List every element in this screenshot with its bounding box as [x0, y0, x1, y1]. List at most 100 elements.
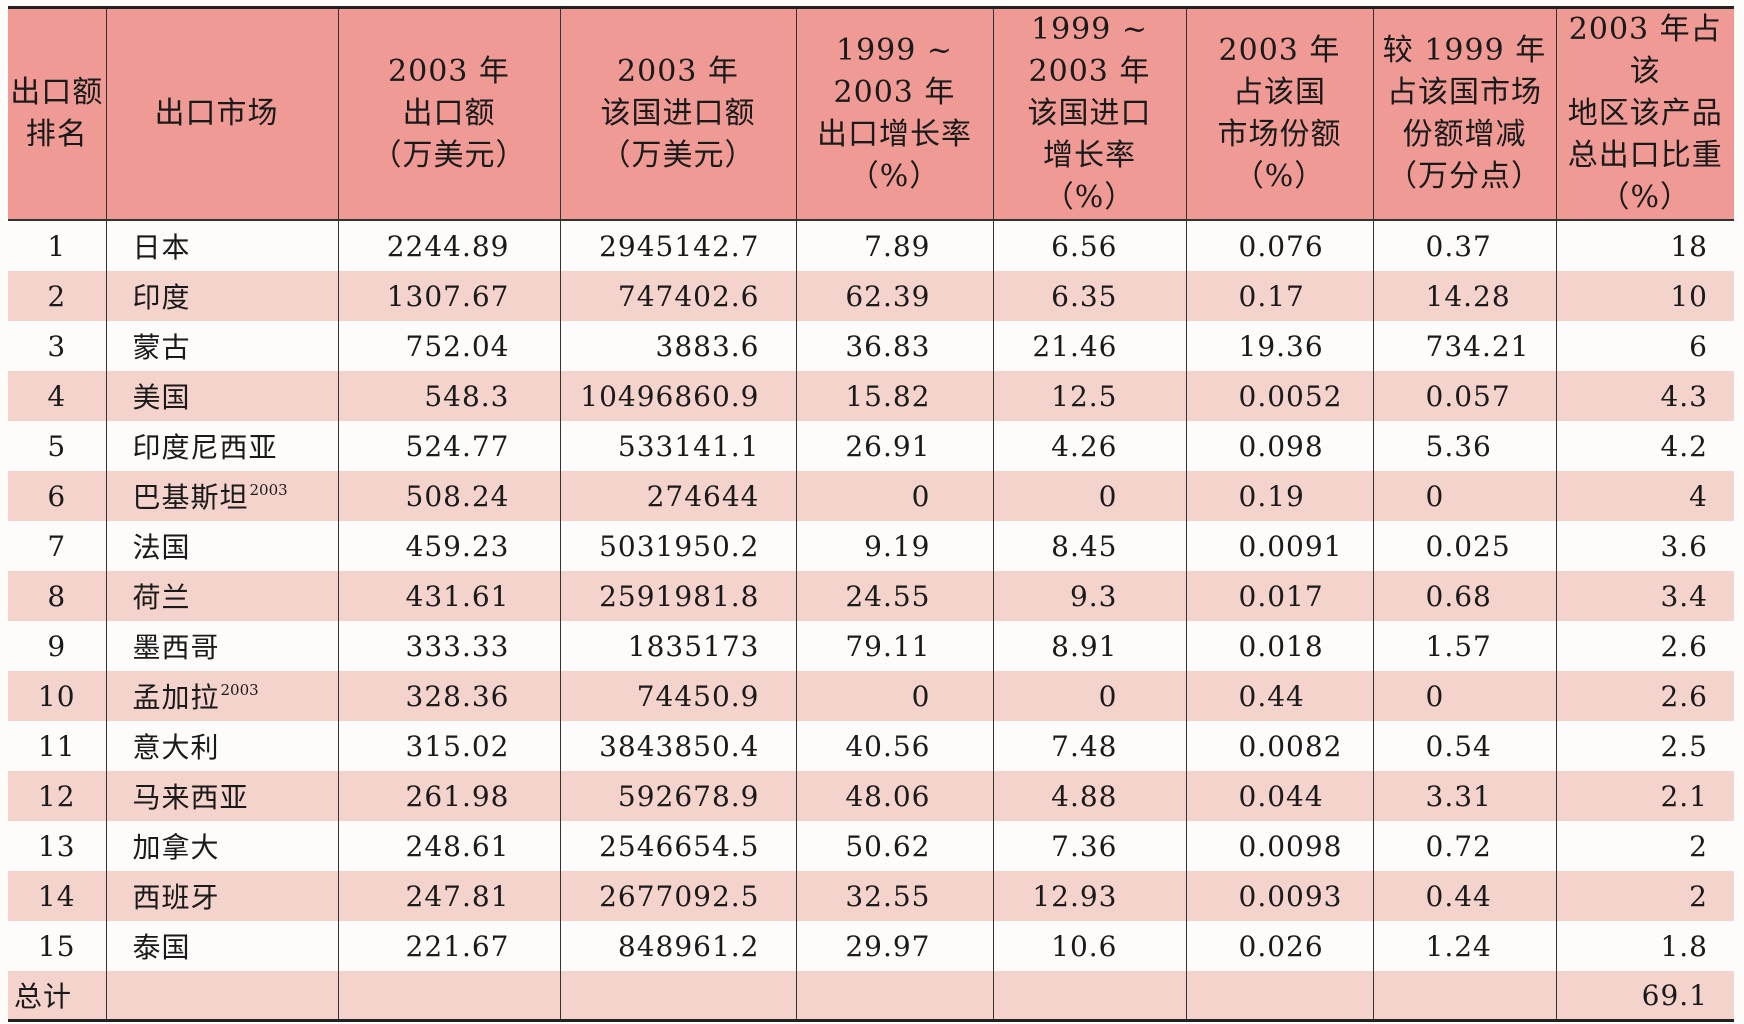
header-rank: 出口额 排名: [8, 6, 107, 221]
rank-cell: 4: [8, 371, 107, 421]
market-name: 加拿大: [132, 831, 220, 864]
share-change-cell: 3.31: [1372, 771, 1557, 821]
share-change-cell: 0.54: [1372, 721, 1557, 771]
market-name: 荷兰: [132, 581, 191, 614]
export-weight-cell: 2.1: [1555, 771, 1734, 821]
market-footnote: 2003: [249, 481, 288, 499]
export-weight-cell: 6: [1555, 321, 1734, 371]
table-row: 5 印度尼西亚 524.77 533141.1 26.91 4.26 0.098 5.36 4.…: [8, 421, 1734, 471]
market-share-cell: 0.17: [1185, 271, 1374, 321]
market-name: 日本: [132, 231, 191, 264]
import-growth-cell: 0: [992, 471, 1187, 521]
table-row: 12 马来西亚 261.98 592678.9 48.06 4.88 0.044 3.31 2.…: [8, 771, 1734, 821]
export-weight-cell: 4.2: [1555, 421, 1734, 471]
market-cell: 荷兰: [105, 571, 339, 621]
header-export-weight: 2003 年占该 地区该产品 总出口比重 （%）: [1555, 6, 1734, 221]
export-market-table: 出口额 排名 出口市场 2003 年 出口额 （万美元） 2003 年 该国进口…: [8, 6, 1734, 1022]
market-name: 泰国: [132, 931, 191, 964]
market-share-cell: 0.076: [1185, 220, 1374, 271]
share-change-cell: 0: [1372, 671, 1557, 721]
export-2003-cell: 333.33: [337, 621, 561, 671]
import-2003-cell: 74450.9: [559, 671, 797, 721]
market-share-cell: 0.098: [1185, 421, 1374, 471]
market-name: 印度尼西亚: [132, 431, 278, 464]
total-weight-cell: 69.1: [1555, 971, 1734, 1022]
export-weight-cell: 2.5: [1555, 721, 1734, 771]
empty-cell: [795, 971, 994, 1022]
market-name: 马来西亚: [132, 781, 249, 814]
market-name: 巴基斯坦: [132, 481, 249, 514]
table-header: 出口额 排名 出口市场 2003 年 出口额 （万美元） 2003 年 该国进口…: [8, 6, 1734, 221]
market-name: 墨西哥: [132, 631, 220, 664]
export-growth-cell: 48.06: [795, 771, 994, 821]
export-2003-cell: 524.77: [337, 421, 561, 471]
export-2003-cell: 328.36: [337, 671, 561, 721]
import-2003-cell: 5031950.2: [559, 521, 797, 571]
export-weight-cell: 2: [1555, 821, 1734, 871]
rank-cell: 2: [8, 271, 107, 321]
market-name: 印度: [132, 281, 191, 314]
export-growth-cell: 9.19: [795, 521, 994, 571]
import-growth-cell: 12.93: [992, 871, 1187, 921]
import-growth-cell: 6.35: [992, 271, 1187, 321]
table-row: 9 墨西哥 333.33 1835173 79.11 8.91 0.018 1.57 2.6: [8, 621, 1734, 671]
share-change-cell: 1.57: [1372, 621, 1557, 671]
header-import-growth: 1999 ~ 2003 年 该国进口 增长率 （%）: [992, 6, 1187, 221]
market-share-cell: 0.0082: [1185, 721, 1374, 771]
market-cell: 巴基斯坦2003: [105, 471, 339, 521]
table-row: 4 美国 548.3 10496860.9 15.82 12.5 0.0052 0.057 4.…: [8, 371, 1734, 421]
rank-cell: 8: [8, 571, 107, 621]
rank-cell: 15: [8, 921, 107, 971]
export-weight-cell: 4.3: [1555, 371, 1734, 421]
import-2003-cell: 747402.6: [559, 271, 797, 321]
import-2003-cell: 274644: [559, 471, 797, 521]
import-growth-cell: 4.88: [992, 771, 1187, 821]
export-growth-cell: 0: [795, 471, 994, 521]
export-2003-cell: 247.81: [337, 871, 561, 921]
import-2003-cell: 533141.1: [559, 421, 797, 471]
export-weight-cell: 2: [1555, 871, 1734, 921]
share-change-cell: 0.37: [1372, 220, 1557, 271]
import-growth-cell: 6.56: [992, 220, 1187, 271]
import-2003-cell: 1835173: [559, 621, 797, 671]
table-row: 14 西班牙 247.81 2677092.5 32.55 12.93 0.0093 0.44…: [8, 871, 1734, 921]
rank-cell: 13: [8, 821, 107, 871]
export-growth-cell: 36.83: [795, 321, 994, 371]
market-cell: 加拿大: [105, 821, 339, 871]
export-weight-cell: 4: [1555, 471, 1734, 521]
export-weight-cell: 2.6: [1555, 671, 1734, 721]
rank-cell: 12: [8, 771, 107, 821]
header-import-2003: 2003 年 该国进口额 （万美元）: [559, 6, 797, 221]
market-name: 意大利: [132, 731, 220, 764]
market-share-cell: 0.44: [1185, 671, 1374, 721]
market-share-cell: 0.19: [1185, 471, 1374, 521]
table-row: 15 泰国 221.67 848961.2 29.97 10.6 0.026 1.24 1.8: [8, 921, 1734, 971]
export-weight-cell: 1.8: [1555, 921, 1734, 971]
rank-cell: 10: [8, 671, 107, 721]
share-change-cell: 0.057: [1372, 371, 1557, 421]
empty-cell: [992, 971, 1187, 1022]
export-2003-cell: 315.02: [337, 721, 561, 771]
table-row: 7 法国 459.23 5031950.2 9.19 8.45 0.0091 0.025 3.6: [8, 521, 1734, 571]
share-change-cell: 1.24: [1372, 921, 1557, 971]
export-2003-cell: 752.04: [337, 321, 561, 371]
import-2003-cell: 2546654.5: [559, 821, 797, 871]
header-market: 出口市场: [105, 6, 339, 221]
import-growth-cell: 8.91: [992, 621, 1187, 671]
market-footnote: 2003: [220, 681, 259, 699]
export-2003-cell: 459.23: [337, 521, 561, 571]
export-growth-cell: 15.82: [795, 371, 994, 421]
table-row: 1 日本 2244.89 2945142.7 7.89 6.56 0.076 0.37 18: [8, 220, 1734, 271]
market-share-cell: 0.0098: [1185, 821, 1374, 871]
rank-cell: 11: [8, 721, 107, 771]
market-cell: 美国: [105, 371, 339, 421]
export-2003-cell: 248.61: [337, 821, 561, 871]
import-growth-cell: 0: [992, 671, 1187, 721]
export-growth-cell: 24.55: [795, 571, 994, 621]
market-cell: 蒙古: [105, 321, 339, 371]
rank-cell: 5: [8, 421, 107, 471]
export-weight-cell: 10: [1555, 271, 1734, 321]
import-2003-cell: 2945142.7: [559, 220, 797, 271]
rank-cell: 7: [8, 521, 107, 571]
